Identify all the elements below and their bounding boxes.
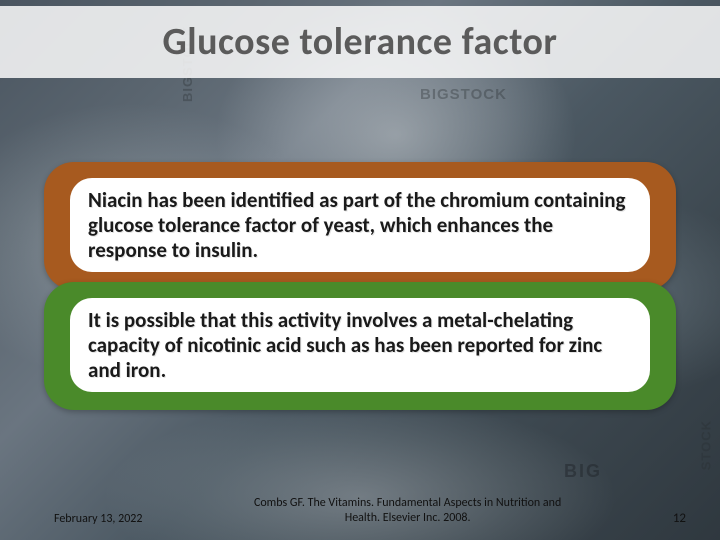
footer-page-number: 12 [673,511,686,526]
page-title: Glucose tolerance factor [163,19,558,65]
footer-date: February 13, 2022 [54,512,142,526]
slide: BIGSTOCK BIGSTOCK STOCK BIG Glucose tole… [0,0,720,540]
content-box-1: Niacin has been identified as part of th… [44,162,676,290]
body-text-2: It is possible that this activity involv… [88,308,632,382]
footer-citation: Combs GF. The Vitamins. Fundamental Aspe… [248,496,568,526]
content-box-2: It is possible that this activity involv… [44,282,676,410]
watermark-text: STOCK [698,420,713,470]
body-text-1: Niacin has been identified as part of th… [88,188,632,262]
footer: February 13, 2022 Combs GF. The Vitamins… [0,496,720,526]
content-pill: Niacin has been identified as part of th… [70,178,650,272]
watermark-text: BIGSTOCK [420,86,507,103]
title-band: Glucose tolerance factor [0,6,720,78]
watermark-text: BIG [564,461,602,482]
content-pill: It is possible that this activity involv… [70,298,650,392]
